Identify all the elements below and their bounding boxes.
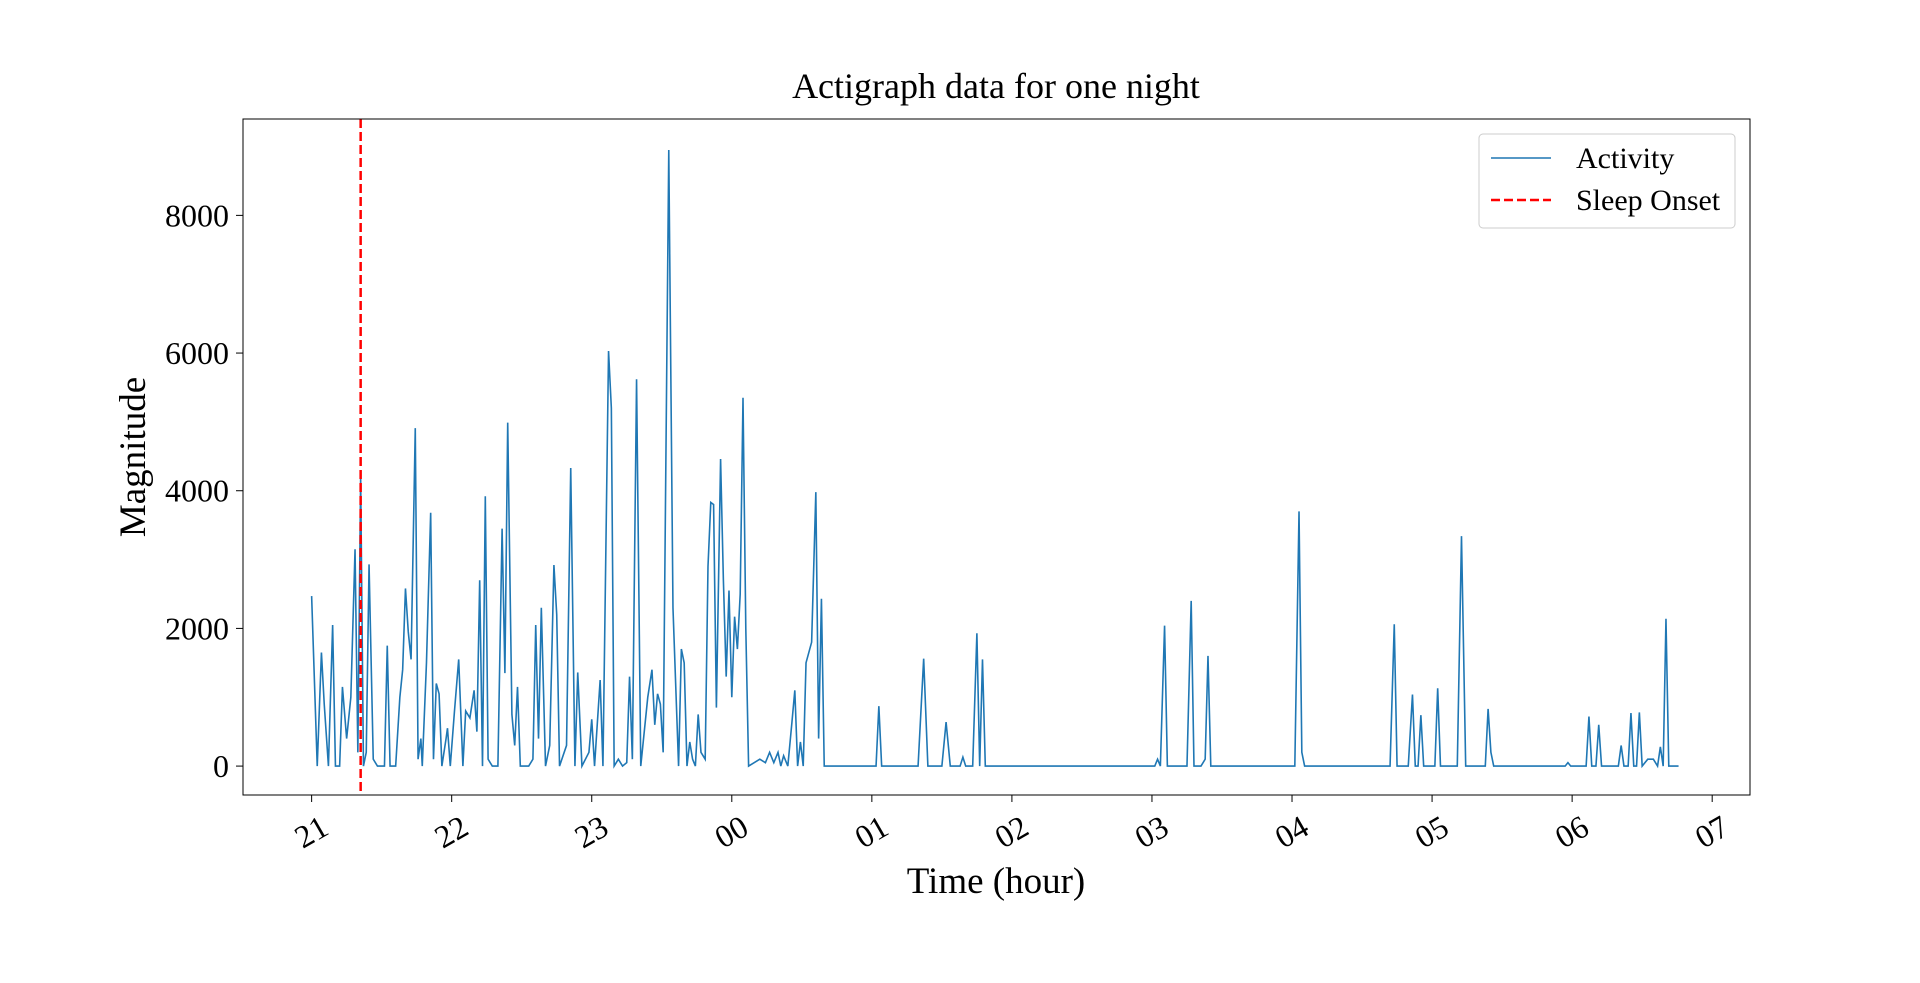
x-axis-label: Time (hour) xyxy=(907,861,1086,902)
x-tick-label: 23 xyxy=(568,808,614,855)
y-tick-label: 4000 xyxy=(165,473,229,509)
y-tick-label: 6000 xyxy=(165,335,229,371)
x-tick-label: 22 xyxy=(428,808,474,855)
x-tick-label: 05 xyxy=(1409,808,1455,855)
x-tick-label: 03 xyxy=(1129,808,1175,855)
y-tick-label: 2000 xyxy=(165,610,229,646)
x-tick-label: 07 xyxy=(1689,808,1735,855)
y-axis-label: Magnitude xyxy=(113,377,154,537)
chart-title: Actigraph data for one night xyxy=(792,66,1200,106)
x-tick-label: 02 xyxy=(988,808,1034,855)
legend-label: Activity xyxy=(1576,142,1674,175)
legend-label: Sleep Onset xyxy=(1576,184,1721,217)
x-tick-label: 01 xyxy=(848,808,894,855)
plot-frame xyxy=(242,118,1751,796)
x-tick-label: 21 xyxy=(288,808,334,855)
x-tick-label: 04 xyxy=(1269,808,1315,855)
activity-line xyxy=(310,149,1679,770)
x-tick-label: 06 xyxy=(1549,808,1595,855)
y-tick-label: 0 xyxy=(213,748,229,784)
x-tick-label: 00 xyxy=(708,808,754,855)
y-tick-label: 8000 xyxy=(165,197,229,233)
